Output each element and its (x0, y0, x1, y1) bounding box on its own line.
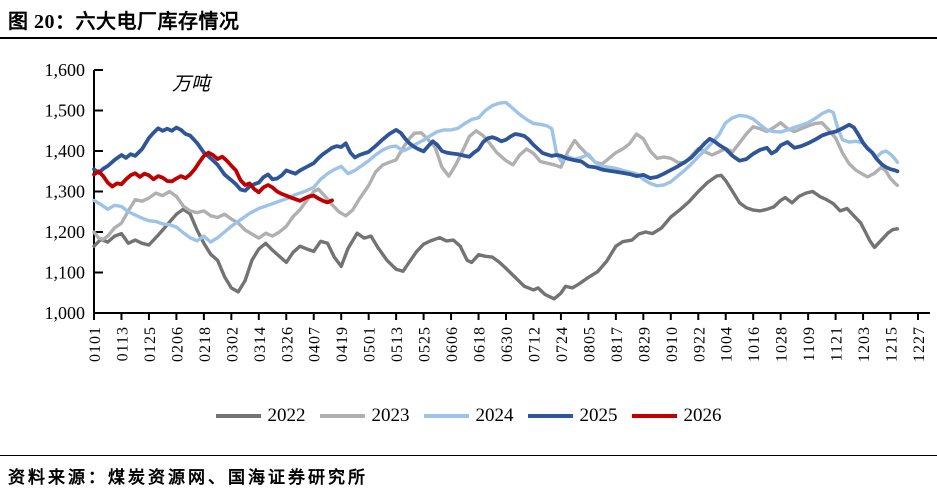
legend-item-2026: 2026 (631, 405, 722, 426)
x-axis-label: 0113 (114, 326, 131, 361)
x-axis-label: 0407 (307, 326, 324, 362)
legend-item-2024: 2024 (423, 405, 514, 426)
inventory-line-chart: 1,000 1,100 1,200 1,300 1,400 1,500 1,600 0101 0… (45, 60, 930, 362)
legend-item-2025: 2025 (527, 405, 618, 426)
y-axis-label: 1,000 (45, 303, 86, 323)
source-note: 资料来源：煤炭资源网、国海证券研究所 (8, 468, 368, 487)
figure-title: 图 20：六大电厂库存情况 (8, 11, 240, 33)
footer-divider (0, 455, 937, 456)
legend-item-2022: 2022 (215, 405, 306, 426)
series-line-2026 (92, 150, 334, 205)
y-axis-label: 1,300 (45, 182, 86, 202)
legend-item-2023: 2023 (319, 405, 410, 426)
x-axis-label: 0618 (472, 326, 489, 362)
x-axis-label: 1203 (856, 326, 873, 362)
x-axis-label: 1109 (801, 326, 818, 361)
y-axis-label: 1,100 (45, 263, 86, 283)
y-axis-label: 1,200 (45, 222, 86, 242)
series-line-2024 (92, 100, 900, 244)
y-axis-label: 1,600 (45, 60, 86, 80)
x-axis-label: 0206 (169, 326, 186, 362)
x-axis-label: 0525 (417, 326, 434, 362)
x-axis-label: 0218 (197, 326, 214, 362)
x-axis-label: 1121 (829, 326, 846, 361)
x-axis-label: 0805 (581, 326, 598, 362)
x-axis-label: 1016 (746, 326, 763, 362)
title-divider (0, 37, 937, 39)
series-line-2023 (92, 120, 900, 242)
x-axis-label: 1215 (884, 326, 901, 362)
x-axis-label: 0606 (444, 326, 461, 362)
x-axis-label: 0501 (362, 326, 379, 362)
legend-label-2022: 2022 (267, 405, 306, 426)
x-axis-label: 0922 (691, 326, 708, 362)
x-axis-label: 0910 (664, 326, 681, 362)
legend-swatch-2023 (319, 413, 365, 418)
legend-swatch-2024 (423, 413, 469, 418)
legend-label-2024: 2024 (475, 405, 514, 426)
y-axis-label: 1,400 (45, 141, 86, 161)
x-axis-label: 0829 (636, 326, 653, 362)
x-axis-label: 1004 (719, 326, 736, 362)
x-axis-label: 0302 (224, 326, 241, 362)
x-axis-label: 1227 (911, 326, 928, 362)
x-axis-label: 0125 (142, 326, 159, 362)
x-axis-label: 0419 (334, 326, 351, 362)
x-axis-label: 1028 (774, 326, 791, 362)
x-axis-label: 0712 (526, 326, 543, 362)
x-axis-label: 0326 (279, 326, 296, 362)
legend-swatch-2026 (631, 413, 677, 418)
x-axis-label: 0630 (499, 326, 516, 362)
series-line-2022 (92, 173, 900, 301)
y-axis-label: 1,500 (45, 101, 86, 121)
x-axis-label: 0513 (389, 326, 406, 362)
chart-legend: 2022 2023 2024 2025 2026 (0, 406, 937, 425)
x-axis-label: 0101 (87, 326, 104, 362)
x-axis-label: 0314 (252, 326, 269, 362)
unit-label: 万吨 (172, 74, 213, 95)
x-axis-label: 0724 (554, 326, 571, 362)
x-axis-label: 0817 (609, 326, 626, 362)
legend-label-2025: 2025 (579, 405, 618, 426)
legend-label-2026: 2026 (683, 405, 722, 426)
legend-swatch-2022 (215, 413, 261, 418)
legend-label-2023: 2023 (371, 405, 410, 426)
series-line-2025 (92, 122, 900, 193)
legend-swatch-2025 (527, 413, 573, 418)
